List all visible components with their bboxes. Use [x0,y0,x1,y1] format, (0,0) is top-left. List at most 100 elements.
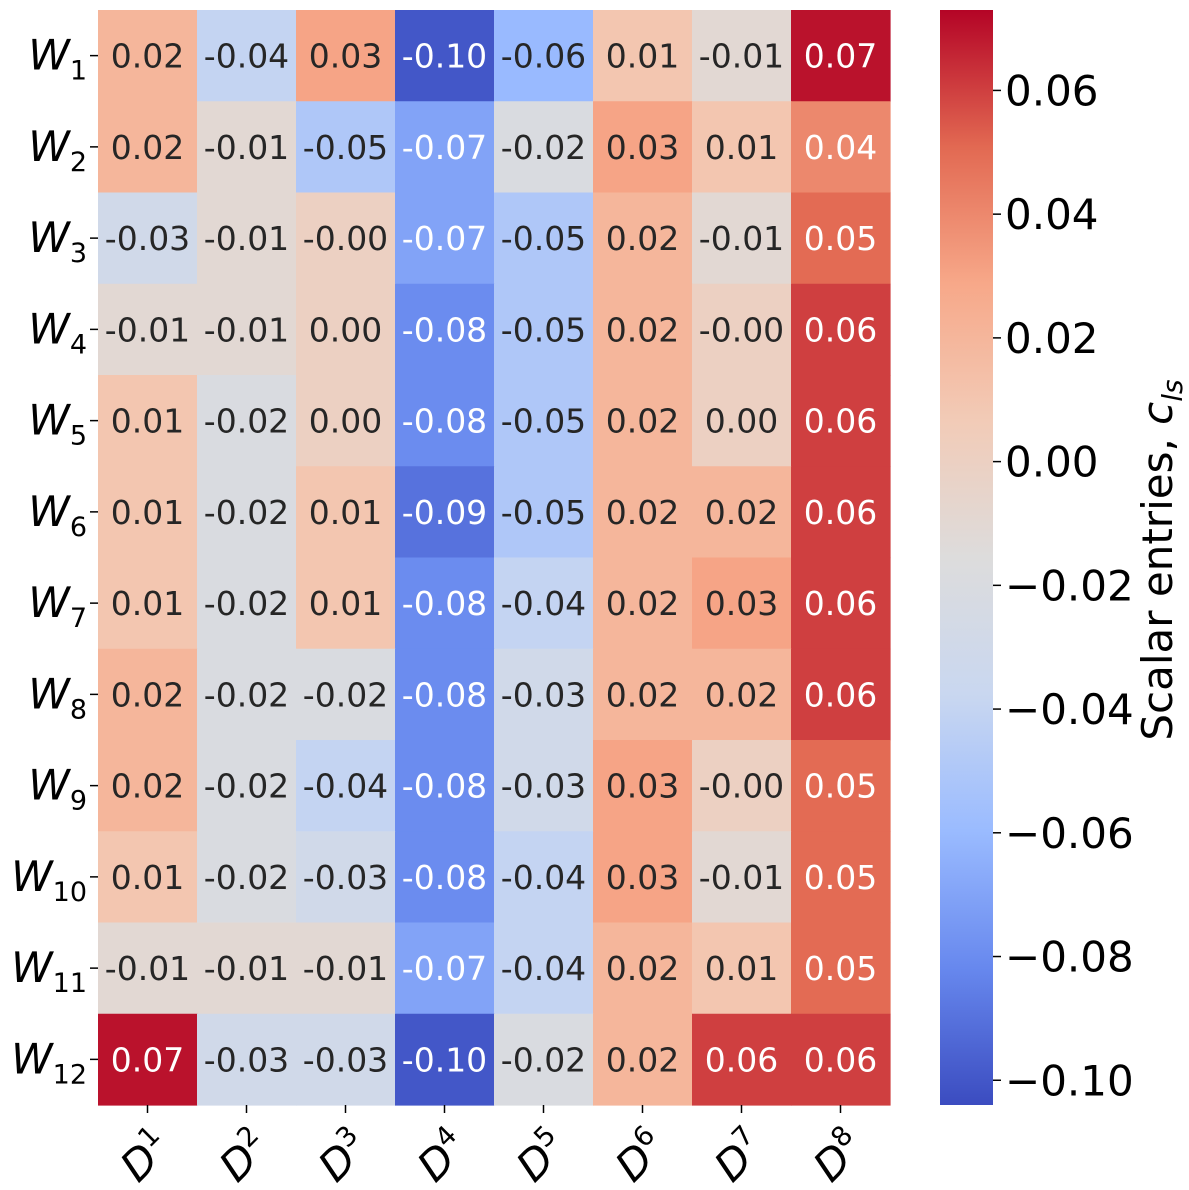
heatmap-cell [692,10,792,102]
heatmap-cell [296,648,396,741]
heatmap-cell [692,283,792,376]
heatmap-cell-label: -0.04 [501,949,586,988]
heatmap-cell [692,557,792,650]
heatmap-cell [197,557,297,650]
heatmap-cell [197,1013,297,1106]
heatmap-cell [98,831,198,924]
heatmap-cell-label: 0.05 [804,949,877,988]
heatmap-cell [692,101,792,194]
colorbar [940,10,993,1105]
heatmap-cell [593,648,693,741]
heatmap-cell-label: 0.02 [606,584,679,623]
heatmap-cell [494,375,594,467]
heatmap-cell [395,740,495,832]
heatmap-cell-label: -0.03 [501,767,586,806]
heatmap-cell [692,740,792,832]
heatmap-cell [791,740,891,832]
y-tick-label: W3 [28,213,87,269]
heatmap-cell [395,831,495,924]
heatmap-cell [692,192,792,285]
heatmap-cell-label: -0.04 [303,767,388,806]
y-tick-label: W6 [28,487,87,543]
heatmap-cell-label: 0.02 [111,37,184,76]
y-tick-label: W12 [11,1034,87,1090]
heatmap-cell-label: 0.02 [705,493,778,532]
heatmap-cell-label: 0.05 [804,767,877,806]
heatmap-cell [395,648,495,741]
heatmap-cell-label: 0.01 [606,37,679,76]
heatmap-cell [494,466,594,559]
colorbar-tick-label: 0.02 [1005,314,1099,363]
y-axis: W1 W2 W3 W4 W5 W6 W7 W8 W9 W10 W11 W12 [11,31,98,1090]
heatmap-cell-label: 0.06 [804,310,877,349]
heatmap-cell-label: 0.01 [111,493,184,532]
heatmap-cell-label: -0.03 [105,219,190,258]
heatmap-cell [494,10,594,102]
heatmap-cell [593,466,693,559]
heatmap-cell-label: 0.03 [606,858,679,897]
x-tick-label: D4 [406,1120,477,1190]
heatmap-cell [197,466,297,559]
colorbar-tick-label: −0.06 [1005,809,1134,858]
heatmap-cell-label: 0.01 [111,858,184,897]
heatmap-cell-label: -0.00 [303,219,388,258]
heatmap-cell [197,283,297,376]
heatmap-cell-label: -0.05 [501,310,586,349]
heatmap-cell-label: -0.02 [204,402,289,441]
heatmap-cell [197,831,297,924]
colorbar-scale [940,10,993,1105]
x-tick-label: D3 [307,1120,378,1190]
heatmap-cell-label: 0.02 [111,675,184,714]
heatmap-cell [593,922,693,1015]
heatmap-cell [791,283,891,376]
heatmap-cell-label: -0.07 [402,219,487,258]
heatmap-cell-label: -0.05 [501,402,586,441]
heatmap-cell [98,1013,198,1106]
heatmap-cell-label: 0.02 [111,128,184,167]
heatmap-cell [494,1013,594,1106]
heatmap-cell-label: 0.06 [804,675,877,714]
heatmap-cell [98,922,198,1015]
heatmap-cell [296,831,396,924]
heatmap-cell-label: -0.08 [402,402,487,441]
x-axis: D1 D2 D3 D4 D5 D6 D7 D8 [111,1105,861,1190]
heatmap-cell-label: -0.01 [204,128,289,167]
colorbar-tick-label: 0.06 [1005,66,1099,115]
heatmap-cell [494,831,594,924]
colorbar-tick-label: −0.08 [1005,933,1134,982]
heatmap-cell-label: 0.06 [804,402,877,441]
heatmap-cell [791,1013,891,1106]
heatmap-cell-label: 0.06 [804,493,877,532]
heatmap-cell [395,466,495,559]
heatmap-cell-label: 0.04 [804,128,877,167]
heatmap-cell [791,375,891,467]
y-tick-label: W4 [28,304,87,360]
heatmap-cell-label: -0.04 [501,858,586,897]
heatmap-cell [98,192,198,285]
heatmap-cell-label: -0.08 [402,675,487,714]
heatmap-cell-label: 0.00 [705,402,778,441]
heatmap-cell-label: -0.02 [204,584,289,623]
heatmap-cell [791,648,891,741]
colorbar-tick-label: −0.02 [1005,561,1134,610]
y-tick-label: W10 [11,852,87,908]
heatmap-cell [98,557,198,650]
heatmap-cell-label: -0.01 [204,310,289,349]
heatmap-cell-label: -0.05 [303,128,388,167]
heatmap-cell [593,10,693,102]
heatmap-cell [296,10,396,102]
x-tick-label: D7 [703,1120,774,1190]
heatmap-cell [692,922,792,1015]
heatmap-cell [98,740,198,832]
heatmap-cell [296,192,396,285]
colorbar-label: Scalar entries, cls [1133,379,1189,740]
y-tick-label: W2 [28,122,87,178]
heatmap-cell [692,466,792,559]
heatmap-cell-label: 0.02 [606,1040,679,1079]
heatmap-cell [395,101,495,194]
heatmap-cell [197,740,297,832]
heatmap-cell [296,101,396,194]
heatmap-cell-label: 0.03 [606,128,679,167]
heatmap-cell [494,922,594,1015]
heatmap-cell [791,831,891,924]
